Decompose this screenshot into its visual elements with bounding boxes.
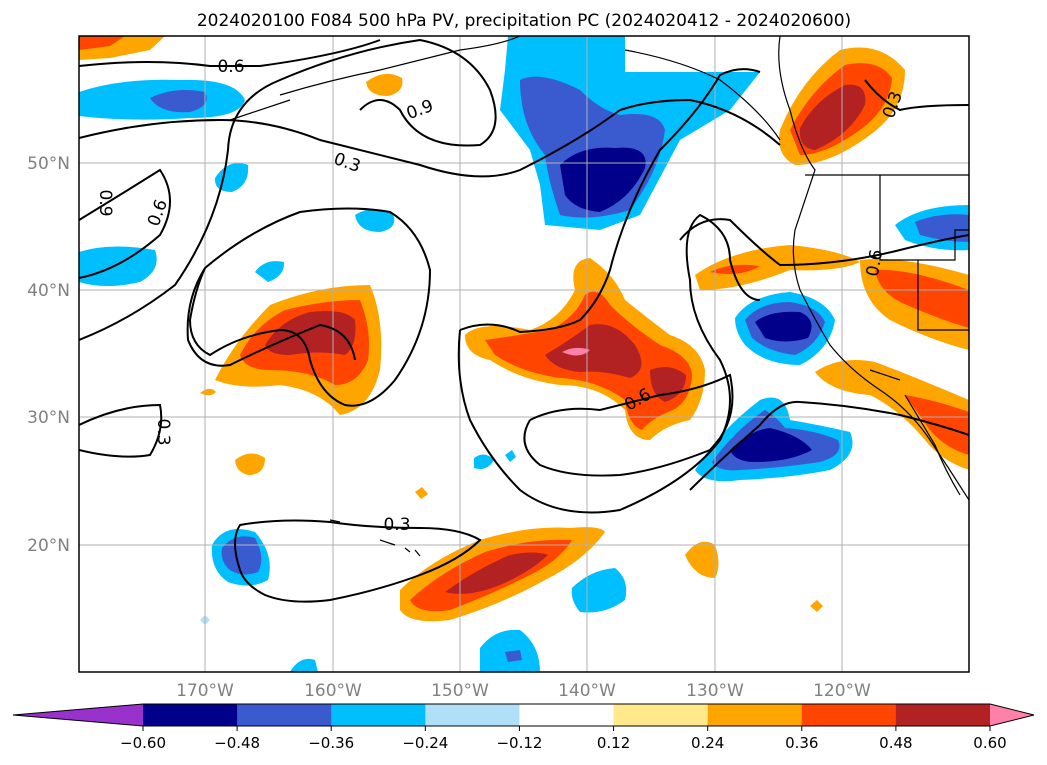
precip-positive-region — [562, 347, 590, 356]
precip-positive-region — [235, 453, 265, 475]
map-frame — [78, 35, 970, 673]
y-axis-labels: 20°N 30°N 40°N 50°N — [27, 154, 70, 556]
precip-negative-region — [474, 454, 494, 469]
colorbar-tick-label: −0.24 — [402, 734, 448, 752]
chart-title: 2024020100 F084 500 hPa PV, precipitatio… — [197, 11, 851, 31]
colorbar-segment — [613, 704, 709, 726]
precip-negative-region — [755, 311, 812, 342]
map-area: 0.6 0.9 0.3 0.9 0.6 0.3 0.6 0.3 0.6 0.3 — [78, 35, 970, 673]
coastlines — [229, 36, 969, 557]
precip-negative-region — [355, 209, 395, 232]
colorbar-tick-label: 0.48 — [879, 734, 912, 752]
x-tick-label: 140°W — [558, 681, 616, 701]
precip-negative-region — [571, 568, 627, 613]
precip-positive-region — [200, 388, 216, 396]
precip-positive-region — [875, 269, 969, 328]
y-tick-label: 40°N — [27, 281, 70, 301]
precip-positive-region — [415, 487, 428, 499]
precip-negative-region — [150, 90, 207, 113]
y-tick-label: 30°N — [27, 408, 70, 428]
x-tick-label: 170°W — [176, 681, 234, 701]
colorbar-segment — [143, 704, 238, 726]
x-axis-labels: 170°W 160°W 150°W 140°W 130°W 120°W — [176, 681, 871, 701]
x-tick-label: 130°W — [686, 681, 744, 701]
precip-positive-region — [445, 552, 548, 594]
colorbar-segment — [707, 704, 803, 726]
colorbar-tick-label: 0.60 — [973, 734, 1006, 752]
precipitation-shading — [79, 36, 969, 672]
colorbar-extend-low — [13, 704, 143, 726]
precip-negative-region — [560, 147, 646, 212]
y-tick-label: 20°N — [27, 536, 70, 556]
x-tick-label: 150°W — [431, 681, 489, 701]
colorbar-segment — [801, 704, 897, 726]
precip-positive-region — [79, 36, 125, 50]
precip-positive-region — [545, 324, 642, 378]
precip-positive-region — [366, 73, 403, 96]
colorbar-segment — [519, 704, 615, 726]
precip-positive-region — [685, 541, 719, 578]
precip-negative-region — [221, 536, 262, 575]
contour-label: 0.3 — [153, 418, 173, 445]
colorbar-segment — [331, 704, 426, 726]
precip-positive-region — [810, 600, 823, 612]
contour-label: 0.6 — [863, 248, 887, 278]
precip-negative-region — [730, 428, 812, 462]
precip-negative-region — [505, 650, 522, 662]
colorbar-tick-label: −0.36 — [308, 734, 354, 752]
colorbar-segment — [895, 704, 991, 726]
colorbar-tick-label: 0.24 — [691, 734, 724, 752]
precip-negative-region — [480, 629, 540, 672]
colorbar-tick-label: 0.36 — [785, 734, 818, 752]
pv-contours — [79, 38, 969, 603]
contour-label: 0.3 — [383, 515, 410, 535]
colorbar-extend-high — [990, 704, 1034, 726]
colorbar-tick-label: −0.48 — [214, 734, 260, 752]
contour-label: 0.6 — [217, 57, 244, 77]
precip-negative-region — [290, 658, 318, 672]
precip-positive-region — [710, 264, 760, 274]
colorbar-tick-label: −0.60 — [120, 734, 166, 752]
colorbar-tick-label: 0.12 — [597, 734, 630, 752]
x-tick-label: 120°W — [813, 681, 871, 701]
y-tick-label: 50°N — [27, 154, 70, 174]
precip-positive-region — [815, 359, 969, 470]
colorbar-segment — [237, 704, 332, 726]
precip-negative-region — [214, 163, 249, 192]
x-tick-label: 160°W — [304, 681, 362, 701]
precip-negative-region — [505, 450, 516, 462]
precip-negative-region — [79, 246, 157, 286]
contour-label: 0.9 — [95, 189, 115, 216]
precip-negative-region — [255, 261, 285, 282]
colorbar-segment — [425, 704, 520, 726]
colorbar: −0.60 −0.48 −0.36 −0.24 −0.12 0.12 0.24 0.36 0.4… — [12, 703, 1035, 752]
colorbar-tick-label: −0.12 — [496, 734, 542, 752]
precip-positive-region — [799, 84, 866, 150]
